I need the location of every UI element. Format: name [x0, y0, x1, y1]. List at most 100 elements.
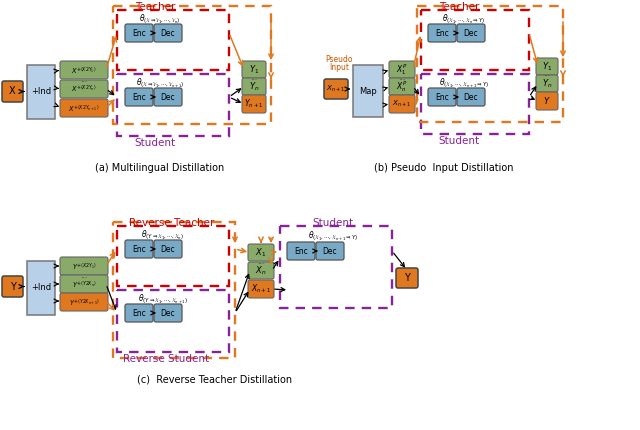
Text: $X_n^P$: $X_n^P$ — [396, 79, 408, 94]
Text: $X_{n+1}$: $X_{n+1}$ — [392, 99, 412, 109]
FancyBboxPatch shape — [536, 58, 558, 75]
Text: X: X — [9, 86, 16, 96]
FancyBboxPatch shape — [457, 88, 485, 106]
Text: $X_1$: $X_1$ — [255, 246, 267, 259]
FancyBboxPatch shape — [287, 242, 315, 260]
FancyBboxPatch shape — [248, 262, 274, 279]
Bar — [117, 290, 229, 352]
Bar — [117, 10, 229, 70]
Text: Enc: Enc — [294, 246, 308, 255]
Text: Enc: Enc — [132, 92, 146, 101]
Bar — [113, 6, 271, 124]
FancyBboxPatch shape — [536, 92, 558, 110]
Text: Y: Y — [10, 282, 15, 292]
Text: Dec: Dec — [161, 28, 175, 37]
FancyBboxPatch shape — [60, 293, 108, 311]
Text: Student: Student — [438, 136, 479, 146]
FancyBboxPatch shape — [428, 88, 456, 106]
FancyBboxPatch shape — [154, 304, 182, 322]
Bar — [280, 226, 392, 308]
Text: Enc: Enc — [132, 28, 146, 37]
FancyBboxPatch shape — [125, 88, 153, 106]
Text: ...: ... — [543, 70, 550, 79]
Text: Dec: Dec — [464, 28, 478, 37]
Text: Map: Map — [359, 86, 377, 95]
Text: ...: ... — [250, 73, 257, 82]
Text: $Y_n$: $Y_n$ — [542, 77, 552, 90]
Bar — [113, 222, 235, 358]
Text: $\theta_{(\mathbb{X}\Rightarrow\mathbb{Y}_1,\cdots,\mathbb{Y}_n)}$: $\theta_{(\mathbb{X}\Rightarrow\mathbb{Y… — [140, 12, 180, 26]
FancyBboxPatch shape — [242, 78, 266, 95]
Text: Enc: Enc — [132, 308, 146, 317]
Text: ...: ... — [81, 74, 88, 83]
FancyBboxPatch shape — [2, 276, 23, 297]
Text: +Ind: +Ind — [31, 283, 51, 292]
Text: Dec: Dec — [161, 308, 175, 317]
Text: (c)  Reverse Teacher Distillation: (c) Reverse Teacher Distillation — [138, 375, 292, 385]
Text: $\theta_{(Y\Rightarrow\mathbb{X}_1,\cdots,\mathbb{X}_n)}$: $\theta_{(Y\Rightarrow\mathbb{X}_1,\cdot… — [141, 228, 184, 242]
Text: $X_1^P$: $X_1^P$ — [396, 62, 408, 77]
Text: $\theta_{(\mathbb{X}_1,\cdots,\mathbb{X}_n\Rightarrow Y)}$: $\theta_{(\mathbb{X}_1,\cdots,\mathbb{X}… — [442, 12, 486, 26]
FancyBboxPatch shape — [125, 240, 153, 258]
Text: Student: Student — [312, 218, 353, 228]
Text: $Y^{+\langle X2Y_1\rangle}$: $Y^{+\langle X2Y_1\rangle}$ — [72, 261, 97, 271]
FancyBboxPatch shape — [60, 99, 108, 117]
Text: Dec: Dec — [323, 246, 337, 255]
FancyBboxPatch shape — [60, 257, 108, 275]
Text: $X_{n+1}$: $X_{n+1}$ — [326, 84, 346, 94]
Text: (a) Multilingual Distillation: (a) Multilingual Distillation — [95, 163, 225, 173]
Text: Input: Input — [329, 64, 349, 73]
FancyBboxPatch shape — [248, 244, 274, 261]
Bar — [421, 10, 529, 70]
Text: Dec: Dec — [161, 245, 175, 254]
Text: $\theta_{(\mathbb{X}\Rightarrow\mathbb{Y}_1,\cdots,\mathbb{Y}_{n+1})}$: $\theta_{(\mathbb{X}\Rightarrow\mathbb{Y… — [136, 76, 184, 90]
Text: $Y^{+\langle Y2X_n\rangle}$: $Y^{+\langle Y2X_n\rangle}$ — [72, 279, 97, 289]
FancyBboxPatch shape — [60, 275, 108, 293]
Text: $Y_1$: $Y_1$ — [542, 60, 552, 73]
Text: Enc: Enc — [435, 92, 449, 101]
FancyBboxPatch shape — [2, 81, 23, 102]
FancyBboxPatch shape — [389, 61, 415, 78]
FancyBboxPatch shape — [248, 280, 274, 298]
Text: Dec: Dec — [464, 92, 478, 101]
FancyBboxPatch shape — [125, 24, 153, 42]
FancyBboxPatch shape — [324, 79, 348, 99]
Text: $Y^{+\langle Y2X_{n+1}\rangle}$: $Y^{+\langle Y2X_{n+1}\rangle}$ — [68, 297, 99, 307]
Text: $\theta_{(\mathbb{X}_1,\cdots,\mathbb{X}_{n+1}\Rightarrow Y)}$: $\theta_{(\mathbb{X}_1,\cdots,\mathbb{X}… — [439, 76, 489, 90]
FancyBboxPatch shape — [457, 24, 485, 42]
Bar — [27, 65, 55, 119]
FancyBboxPatch shape — [154, 88, 182, 106]
Bar — [117, 226, 229, 286]
Text: $X_{n+1}$: $X_{n+1}$ — [251, 283, 271, 295]
Text: $X^{+\langle X2Y_n\rangle}$: $X^{+\langle X2Y_n\rangle}$ — [71, 83, 97, 95]
Text: Student: Student — [134, 138, 175, 148]
Text: ...: ... — [81, 270, 88, 280]
FancyBboxPatch shape — [242, 95, 266, 113]
FancyBboxPatch shape — [396, 268, 418, 288]
Text: $\theta_{(Y\Rightarrow\mathbb{X}_1,\cdots,\mathbb{X}_{n+1})}$: $\theta_{(Y\Rightarrow\mathbb{X}_1,\cdot… — [138, 292, 188, 306]
Bar — [421, 74, 529, 134]
FancyBboxPatch shape — [242, 61, 266, 78]
FancyBboxPatch shape — [60, 61, 108, 79]
Text: ...: ... — [257, 257, 264, 265]
Text: Enc: Enc — [132, 245, 146, 254]
Text: $Y_1$: $Y_1$ — [249, 63, 259, 76]
Text: Teacher: Teacher — [135, 2, 175, 12]
Text: Pseudo: Pseudo — [325, 55, 353, 64]
Text: $X^{+\langle X2Y_{n+1}\rangle}$: $X^{+\langle X2Y_{n+1}\rangle}$ — [68, 102, 100, 114]
Text: $X_n$: $X_n$ — [255, 264, 267, 277]
Text: $X^{+\langle X2Y_1\rangle}$: $X^{+\langle X2Y_1\rangle}$ — [71, 64, 97, 76]
Text: Reverse Teacher: Reverse Teacher — [129, 218, 214, 228]
Bar — [117, 74, 229, 136]
FancyBboxPatch shape — [154, 240, 182, 258]
FancyBboxPatch shape — [60, 80, 108, 98]
FancyBboxPatch shape — [536, 75, 558, 92]
FancyBboxPatch shape — [125, 304, 153, 322]
FancyBboxPatch shape — [389, 78, 415, 95]
Text: Enc: Enc — [435, 28, 449, 37]
Text: $Y_n$: $Y_n$ — [249, 80, 259, 93]
Bar — [353, 65, 383, 117]
Text: Y: Y — [404, 273, 410, 283]
Bar — [417, 6, 563, 122]
Text: Dec: Dec — [161, 92, 175, 101]
